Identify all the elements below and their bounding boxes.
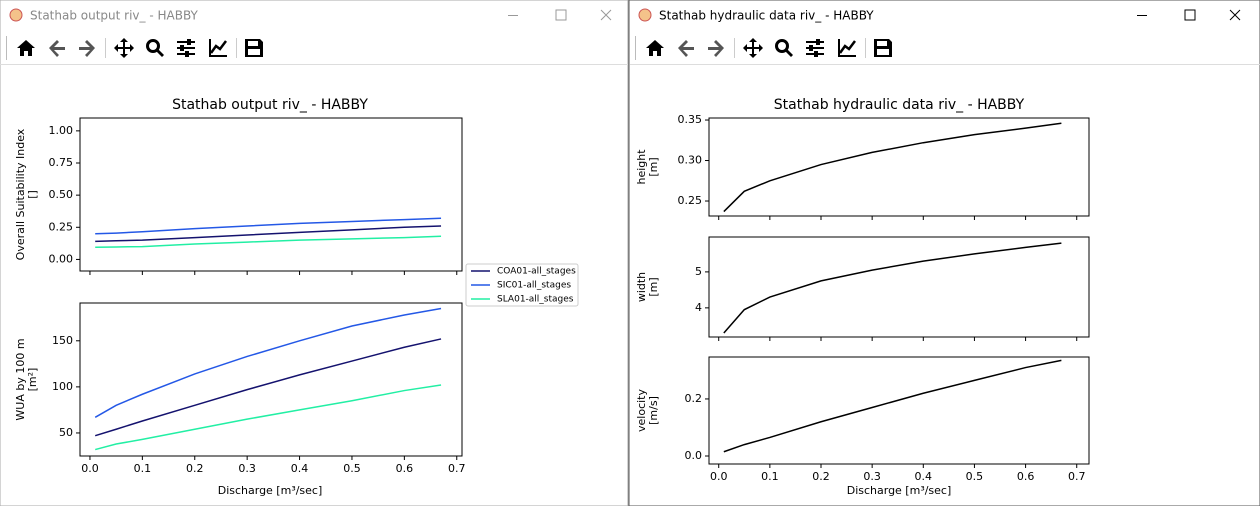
axes-frame	[79, 302, 463, 457]
axes-frame	[708, 117, 1090, 217]
x-tick-label: 0.0	[710, 470, 728, 483]
toolbar-border	[630, 64, 1260, 65]
window: Stathab hydraulic data riv_ - HABBY Stat…	[628, 0, 1260, 507]
x-tick-label: 0.3	[238, 462, 256, 475]
y-tick-label: 0.35	[678, 113, 703, 126]
y-axis-label: [m/s]	[647, 396, 660, 425]
legend-box	[465, 263, 579, 307]
figure-title: Stathab hydraulic data riv_ - HABBY	[774, 97, 1025, 113]
x-axis-label: Discharge [m³/sec]	[218, 484, 323, 497]
x-tick-label: 0.7	[1068, 470, 1086, 483]
y-tick-label: 5	[695, 265, 702, 278]
x-axis-label: Discharge [m³/sec]	[847, 484, 952, 497]
x-tick-label: 0.7	[448, 462, 466, 475]
x-tick-label: 0.6	[1017, 470, 1035, 483]
x-tick-label: 0.1	[761, 470, 779, 483]
app-icon	[9, 8, 23, 22]
minimize-button[interactable]	[1137, 15, 1147, 16]
y-tick-label: 0.50	[49, 188, 74, 201]
close-button[interactable]	[1229, 9, 1241, 21]
data-line	[95, 217, 442, 235]
y-tick-label: 0.25	[49, 220, 74, 233]
y-tick-label: 0.30	[678, 154, 703, 167]
legend-label: COA01-all_stages	[497, 267, 576, 277]
app-icon	[638, 8, 652, 22]
separator	[734, 38, 735, 58]
x-tick-label: 0.4	[915, 470, 933, 483]
maximize-button[interactable]	[1184, 9, 1196, 21]
maximize-button[interactable]	[555, 9, 567, 21]
y-tick-label: 0.00	[49, 252, 74, 265]
axes-frame	[708, 356, 1090, 465]
separator	[236, 38, 237, 58]
x-tick-label: 0.2	[186, 462, 204, 475]
axes-frame	[79, 117, 463, 272]
toolbar	[6, 36, 263, 60]
y-tick-label: 150	[52, 334, 73, 347]
separator	[865, 38, 866, 58]
y-axis-label: [m]	[647, 277, 660, 296]
data-line	[723, 242, 1062, 334]
y-axis-label: WUA by 100 m	[14, 338, 27, 420]
legend-label: SIC01-all_stages	[497, 281, 571, 291]
close-button[interactable]	[600, 9, 612, 21]
data-line	[94, 338, 442, 437]
subplots-button[interactable]	[806, 39, 824, 57]
separator	[105, 38, 106, 58]
y-tick-label: 100	[52, 380, 73, 393]
toolbar-border	[0, 64, 628, 65]
y-axis-label: height	[635, 149, 648, 185]
figure-title: Stathab output riv_ - HABBY	[172, 97, 368, 113]
legend-label: SLA01-all_stages	[497, 295, 574, 305]
data-line	[95, 225, 442, 243]
y-tick-label: 0.2	[685, 392, 703, 405]
data-line	[723, 122, 1062, 213]
toolbar	[635, 36, 892, 60]
subplots-button[interactable]	[177, 39, 195, 57]
y-axis-label: width	[635, 272, 648, 302]
toolbar-grip	[635, 36, 636, 60]
y-tick-label: 4	[695, 301, 702, 314]
window-frame	[628, 0, 1260, 507]
y-axis-label: [m]	[647, 157, 660, 176]
x-tick-label: 0.6	[396, 462, 414, 475]
data-line	[94, 307, 442, 418]
y-tick-label: 50	[59, 426, 73, 439]
data-line	[723, 359, 1062, 453]
x-tick-label: 0.3	[863, 470, 881, 483]
y-tick-label: 0.25	[678, 194, 703, 207]
data-line	[95, 235, 442, 248]
y-tick-label: 0.75	[49, 156, 74, 169]
window-frame	[0, 0, 629, 507]
y-axis-label: velocity	[635, 389, 648, 432]
window: Stathab output riv_ - HABBY Stathab outp…	[0, 0, 629, 507]
minimize-button[interactable]	[508, 15, 518, 16]
y-axis-label: Overall Suitability Index	[14, 128, 27, 260]
data-line	[95, 384, 442, 451]
y-tick-label: 1.00	[49, 124, 74, 137]
x-tick-label: 0.5	[966, 470, 984, 483]
x-tick-label: 0.0	[81, 462, 99, 475]
axes-frame	[708, 236, 1090, 338]
y-axis-label: [m²]	[26, 368, 39, 392]
window-title: Stathab output riv_ - HABBY	[30, 9, 199, 23]
toolbar-grip	[6, 36, 7, 60]
y-axis-label: []	[26, 190, 39, 199]
x-tick-label: 0.1	[134, 462, 152, 475]
x-tick-label: 0.4	[291, 462, 309, 475]
x-tick-label: 0.2	[812, 470, 830, 483]
x-tick-label: 0.5	[343, 462, 361, 475]
window-title: Stathab hydraulic data riv_ - HABBY	[659, 9, 874, 23]
y-tick-label: 0.0	[685, 449, 703, 462]
